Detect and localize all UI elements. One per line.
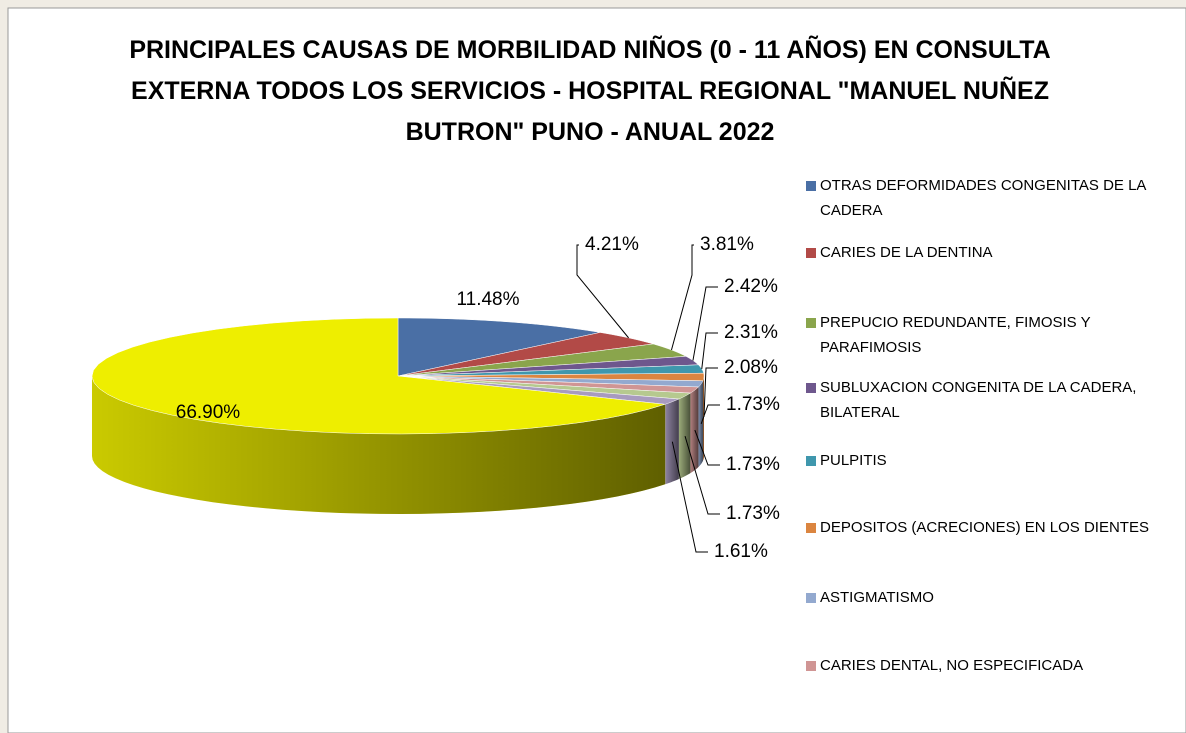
leader-line [692, 286, 718, 361]
legend-label: OTRAS DEFORMIDADES CONGENITAS DE LA CADE… [820, 177, 1146, 219]
slice-side-shade [690, 387, 699, 474]
legend-label: ASTIGMATISMO [820, 589, 934, 606]
legend-swatch [806, 456, 816, 466]
data-label: 2.42% [724, 276, 778, 297]
slice-side-shade [698, 380, 703, 468]
leader-line [703, 367, 718, 417]
legend-swatch [806, 181, 816, 191]
legend-label: CARIES DENTAL, NO ESPECIFICADA [820, 657, 1084, 674]
legend-swatch [806, 318, 816, 328]
slice [397, 364, 704, 377]
legend-swatch [806, 593, 816, 603]
data-label: 11.48% [456, 289, 519, 310]
data-label: 2.31% [724, 322, 778, 343]
data-label: 1.61% [714, 541, 768, 562]
slice-side-shade [92, 376, 666, 514]
data-label: 1.73% [726, 503, 780, 524]
legend-label: SUBLUXACION CONGENITA DE LA CADERA, BILA… [820, 379, 1137, 421]
slice [91, 317, 666, 435]
slice [397, 375, 679, 405]
leader-line [701, 332, 718, 370]
slice-side-shade [665, 399, 679, 485]
data-label: 2.08% [724, 357, 778, 378]
slice [397, 372, 705, 382]
legend-swatch [806, 523, 816, 533]
leader-line [576, 244, 629, 339]
legend-label: PREPUCIO REDUNDANTE, FIMOSIS Y PARAFIMOS… [820, 314, 1091, 356]
data-label: 4.21% [585, 234, 639, 255]
leader-line [694, 429, 720, 466]
leader-line [671, 441, 708, 553]
slice-side-shade [678, 393, 691, 480]
legend-label: DEPOSITOS (ACRECIONES) EN LOS DIENTES [820, 519, 1149, 536]
slice [397, 317, 601, 377]
legend-swatch [806, 248, 816, 258]
legend-label: CARIES DE LA DENTINA [820, 244, 993, 261]
data-label: 3.81% [700, 234, 754, 255]
slice [397, 343, 687, 377]
slice [397, 356, 699, 377]
data-label: 66.90% [176, 402, 241, 423]
legend-label: PULPITIS [820, 452, 887, 469]
chart-title: PRINCIPALES CAUSAS DE MORBILIDAD NIÑOS (… [129, 36, 1051, 146]
leader-line [670, 244, 694, 351]
legend-swatch [806, 383, 816, 393]
leader-line [700, 404, 720, 425]
data-label: 1.73% [726, 454, 780, 475]
leader-line [684, 435, 720, 515]
legend-swatch [806, 661, 816, 671]
data-label: 1.73% [726, 394, 780, 415]
